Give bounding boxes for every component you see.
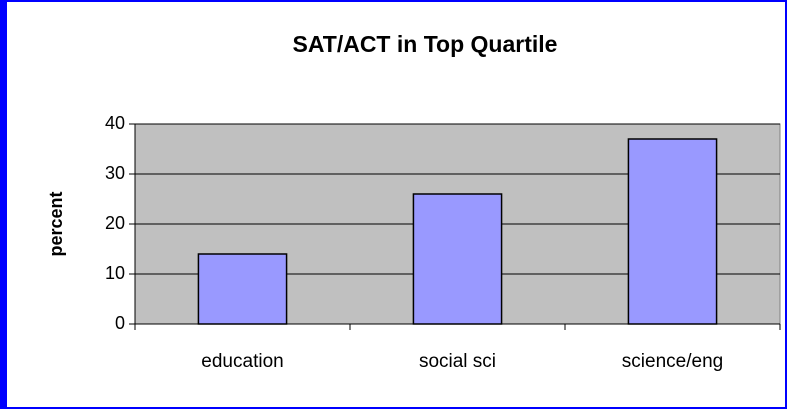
bar <box>627 138 718 325</box>
x-tick-label: education <box>201 351 283 372</box>
bar <box>412 193 503 325</box>
y-axis-label: percent <box>46 191 66 256</box>
chart-title: SAT/ACT in Top Quartile <box>293 31 558 57</box>
y-tick-label: 40 <box>105 113 125 133</box>
bar <box>197 253 288 325</box>
y-tick-label: 20 <box>105 213 125 233</box>
y-tick-label: 0 <box>115 313 125 333</box>
x-tick-label: social sci <box>419 351 496 372</box>
x-tick-label: science/eng <box>622 351 723 372</box>
y-tick-label: 10 <box>105 263 125 283</box>
y-tick-label: 30 <box>105 163 125 183</box>
